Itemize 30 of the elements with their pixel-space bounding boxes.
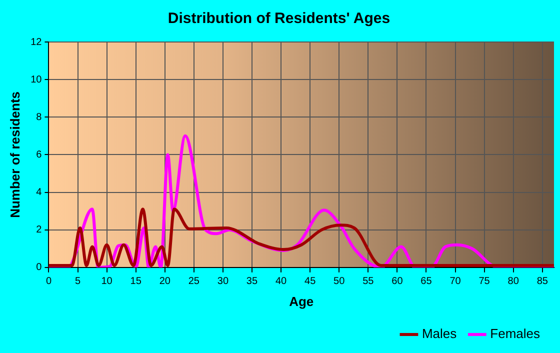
x-tick-label: 15 bbox=[130, 276, 142, 288]
y-tick-label: 4 bbox=[36, 187, 42, 198]
x-tick-label: 70 bbox=[450, 276, 462, 288]
x-tick-label: 30 bbox=[217, 276, 229, 288]
x-tick-label: 50 bbox=[334, 276, 346, 288]
y-tick-label: 2 bbox=[36, 224, 42, 236]
x-tick-label: 80 bbox=[508, 276, 520, 288]
y-tick-label: 8 bbox=[36, 112, 42, 123]
x-tick-label: 55 bbox=[362, 276, 374, 288]
y-tick-label: 10 bbox=[30, 74, 42, 86]
x-tick-label: 85 bbox=[536, 276, 548, 288]
chart-title: Distribution of Residents' Ages bbox=[168, 10, 390, 28]
y-axis-title: Number of residents bbox=[7, 91, 22, 218]
legend-label: Females bbox=[490, 326, 540, 342]
y-tick-label: 6 bbox=[36, 149, 42, 160]
x-tick-label: 40 bbox=[275, 276, 288, 288]
x-tick-label: 45 bbox=[304, 276, 316, 288]
x-tick-label: 20 bbox=[159, 276, 171, 288]
x-tick-label: 35 bbox=[246, 276, 258, 288]
x-axis-title: Age bbox=[289, 294, 314, 309]
x-tick-label: 0 bbox=[46, 276, 52, 288]
y-tick-label: 0 bbox=[36, 262, 42, 274]
x-tick-label: 60 bbox=[392, 276, 404, 288]
x-tick-label: 5 bbox=[74, 276, 81, 288]
x-tick-label: 10 bbox=[101, 276, 113, 288]
x-tick-label: 75 bbox=[478, 276, 490, 288]
legend-label: Males bbox=[422, 326, 458, 342]
x-tick-label: 25 bbox=[188, 276, 200, 288]
x-tick-label: 65 bbox=[420, 276, 432, 288]
y-tick-label: 12 bbox=[30, 36, 42, 48]
